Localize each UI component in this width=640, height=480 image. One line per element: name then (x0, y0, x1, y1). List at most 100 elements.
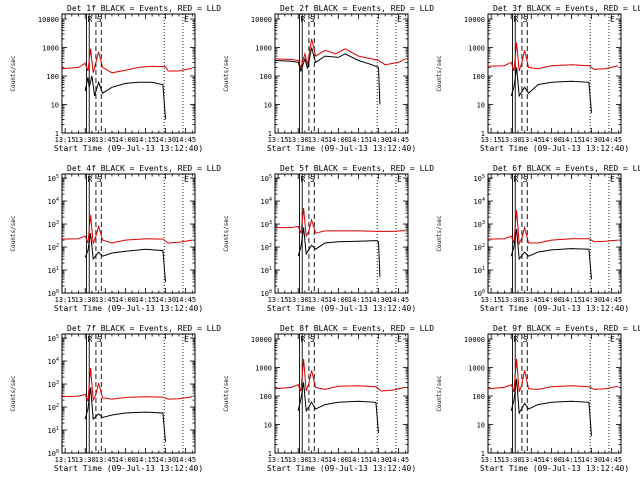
y-tick-label: 104 (48, 197, 59, 206)
x-tick-label: 13:45 (521, 136, 542, 144)
x-tick-label: 14:30 (368, 296, 389, 304)
x-tick-label: 14:30 (368, 136, 389, 144)
y-tick-label: 102 (474, 243, 485, 252)
series-line-lld (61, 48, 193, 74)
x-tick-label: 14:00 (115, 296, 136, 304)
x-axis-label: Start Time (09-Jul-13 13:12:40) (54, 144, 203, 153)
x-tick-label: 14:15 (561, 136, 582, 144)
y-axis-label: Counts/sec (10, 215, 17, 252)
marker-letter: E (397, 335, 402, 344)
x-tick-label: 13:30 (501, 136, 522, 144)
x-tick-label: 14:15 (348, 296, 369, 304)
y-tick-label: 104 (474, 197, 485, 206)
panel-det-8: Det 8f BLACK = Events, RED = LLD Counts/s… (223, 324, 434, 473)
x-tick-label: 14:45 (175, 296, 196, 304)
x-tick-label: 13:30 (75, 136, 96, 144)
series-line-events (297, 227, 381, 277)
y-tick-label: 100 (472, 393, 485, 401)
x-tick-label: 13:15 (268, 136, 289, 144)
x-tick-label: 13:15 (55, 456, 76, 464)
marker-letter: S (523, 175, 528, 184)
y-tick-label: 105 (48, 334, 59, 343)
y-tick-label: 101 (474, 266, 485, 275)
series-line-lld (487, 42, 619, 72)
x-tick-label: 13:30 (288, 136, 309, 144)
y-tick-label: 1000 (468, 45, 485, 53)
panel-det-3: Det 3f BLACK = Events, RED = LLD Counts/s… (436, 4, 640, 153)
x-tick-label: 14:00 (328, 296, 349, 304)
y-tick-label: 101 (48, 266, 59, 275)
panel-title: Det 2f BLACK = Events, RED = LLD (280, 4, 434, 13)
x-tick-label: 14:00 (115, 136, 136, 144)
y-tick-label: 10000 (251, 16, 272, 24)
x-tick-label: 13:45 (308, 296, 329, 304)
y-axis-label: Counts/sec (436, 215, 443, 252)
y-tick-label: 104 (261, 197, 272, 206)
x-tick-label: 14:00 (541, 456, 562, 464)
x-tick-label: 14:00 (541, 136, 562, 144)
x-tick-label: 14:00 (328, 456, 349, 464)
panel-det-6: Det 6f BLACK = Events, RED = LLD Counts/s… (436, 164, 640, 313)
x-tick-label: 14:00 (541, 296, 562, 304)
x-tick-label: 13:30 (288, 296, 309, 304)
x-tick-label: 13:30 (288, 456, 309, 464)
x-tick-label: 14:45 (388, 296, 409, 304)
panel-title: Det 7f BLACK = Events, RED = LLD (67, 324, 221, 333)
plot-frame (274, 13, 409, 134)
panel-title: Det 9f BLACK = Events, RED = LLD (493, 324, 640, 333)
y-tick-label: 10 (264, 102, 272, 110)
y-tick-label: 1 (481, 450, 485, 458)
y-tick-label: 1 (268, 130, 272, 138)
marker-letter: S (97, 15, 102, 24)
x-tick-label: 14:00 (115, 456, 136, 464)
y-tick-label: 1000 (255, 45, 272, 53)
x-tick-label: 14:15 (135, 136, 156, 144)
marker-letter: S (97, 175, 102, 184)
series-line-lld (487, 358, 619, 392)
x-tick-label: 13:15 (481, 296, 502, 304)
series-line-lld (61, 214, 193, 244)
y-tick-label: 10000 (251, 336, 272, 344)
marker-letter: R (514, 175, 519, 184)
series-line-events (510, 229, 592, 280)
marker-letter: R (514, 335, 519, 344)
marker-letter: R (301, 335, 306, 344)
y-tick-label: 10 (264, 422, 272, 430)
x-axis-label: Start Time (09-Jul-13 13:12:40) (54, 304, 203, 313)
x-axis-label: Start Time (09-Jul-13 13:12:40) (480, 464, 629, 473)
panel-det-7: Det 7f BLACK = Events, RED = LLD Counts/s… (10, 324, 221, 473)
y-tick-label: 100 (46, 73, 59, 81)
marker-letter: R (301, 175, 306, 184)
x-tick-label: 13:45 (95, 296, 116, 304)
x-tick-label: 13:15 (481, 456, 502, 464)
y-axis-label: Counts/sec (436, 375, 443, 412)
panel-title: Det 4f BLACK = Events, RED = LLD (67, 164, 221, 173)
y-tick-label: 100 (474, 289, 485, 298)
y-axis-label: Counts/sec (10, 375, 17, 412)
series-line-lld (274, 358, 406, 392)
y-tick-label: 103 (474, 220, 485, 229)
y-tick-label: 10 (477, 102, 485, 110)
y-tick-label: 100 (259, 73, 272, 81)
series-line-events (510, 67, 592, 114)
x-tick-label: 14:15 (561, 456, 582, 464)
marker-letter: E (397, 15, 402, 24)
marker-letter: E (610, 175, 615, 184)
series-line-events (274, 47, 381, 105)
plot-frame (274, 173, 409, 294)
x-tick-label: 13:15 (268, 296, 289, 304)
x-tick-label: 14:15 (135, 456, 156, 464)
x-tick-label: 14:15 (135, 296, 156, 304)
y-tick-label: 101 (48, 426, 59, 435)
marker-letter: S (310, 175, 315, 184)
y-tick-label: 102 (48, 243, 59, 252)
panel-det-4: Det 4f BLACK = Events, RED = LLD Counts/s… (10, 164, 221, 313)
panel-title: Det 3f BLACK = Events, RED = LLD (493, 4, 640, 13)
panel-det-5: Det 5f BLACK = Events, RED = LLD Counts/s… (223, 164, 434, 313)
y-tick-label: 105 (48, 174, 59, 183)
x-tick-label: 13:15 (481, 136, 502, 144)
plot-frame (61, 333, 196, 454)
x-axis-label: Start Time (09-Jul-13 13:12:40) (267, 144, 416, 153)
x-tick-label: 13:15 (268, 456, 289, 464)
marker-letter: E (184, 175, 189, 184)
